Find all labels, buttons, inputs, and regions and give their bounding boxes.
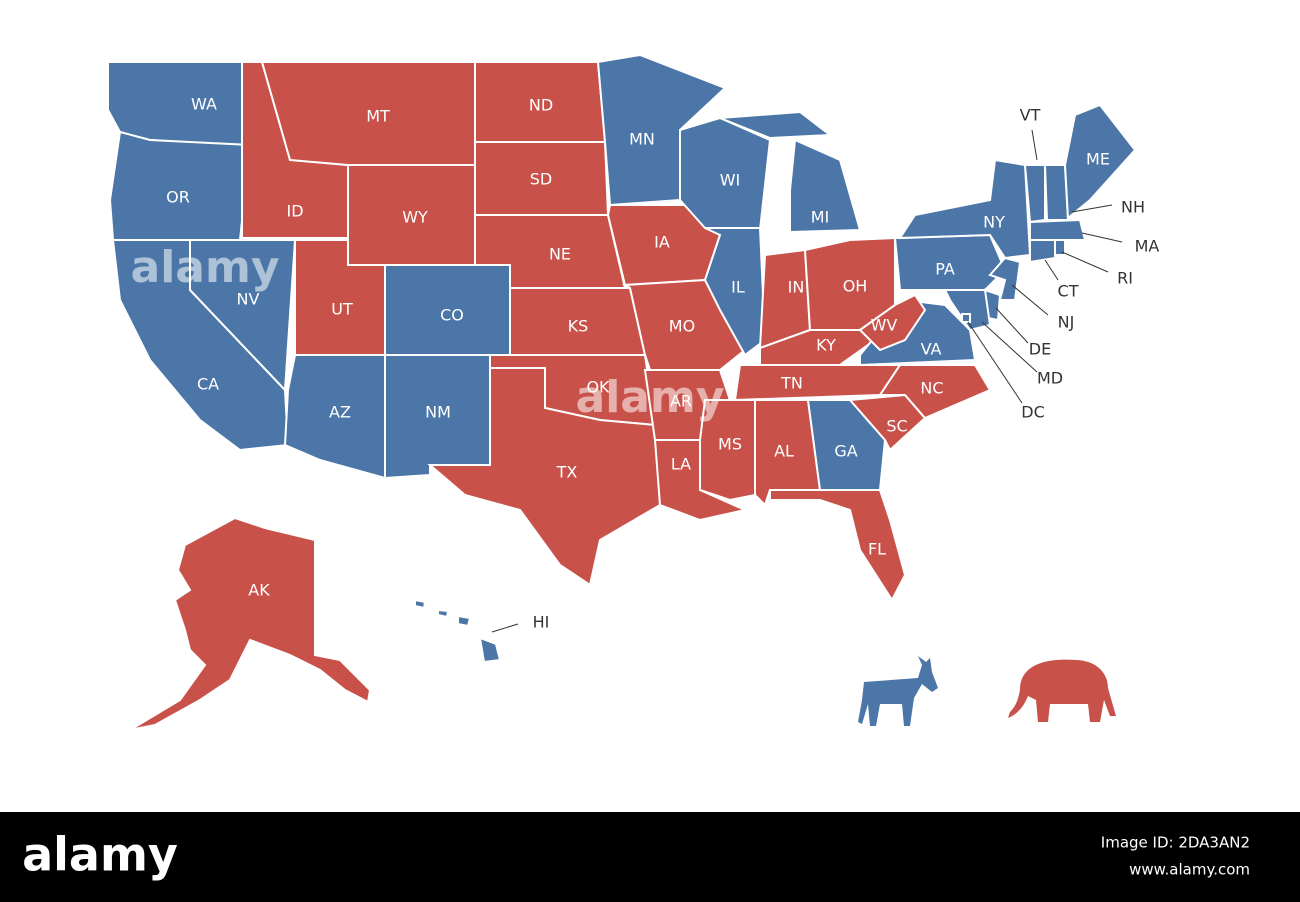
state-shape xyxy=(1063,103,1137,221)
state-shape xyxy=(1023,164,1046,224)
state-label: IN xyxy=(788,278,805,297)
state-label: CO xyxy=(440,306,464,325)
leader-line xyxy=(1071,204,1113,213)
state-label: UT xyxy=(331,300,353,319)
state-label: HI xyxy=(533,613,550,632)
state-shape xyxy=(437,608,450,619)
state-label: AK xyxy=(248,581,270,600)
state-label: AL xyxy=(774,442,794,461)
state-label: DE xyxy=(1029,340,1051,359)
state-label: NV xyxy=(237,290,260,309)
state-label: VA xyxy=(921,340,942,359)
leader-line xyxy=(1081,232,1123,243)
state-label: LA xyxy=(671,455,691,474)
state-shape xyxy=(414,598,427,610)
state-shape xyxy=(129,516,372,731)
state-label: OR xyxy=(166,188,190,207)
state-label: OK xyxy=(586,378,610,397)
state-label: AZ xyxy=(329,403,351,422)
state-label: MI xyxy=(811,208,830,227)
state-label: NH xyxy=(1121,198,1145,217)
state-shape xyxy=(961,313,971,323)
leader-line xyxy=(1044,259,1059,281)
state-label: SD xyxy=(530,170,552,189)
state-label: MD xyxy=(1037,369,1063,388)
state-label: OH xyxy=(843,277,868,296)
state-label: RI xyxy=(1117,269,1133,288)
state-label: TX xyxy=(556,463,578,482)
labels: WA OR CA NV ID MT WY UT CO AZ NM ND SD NE KS OK TX MN IA MO… xyxy=(131,95,1160,633)
state-label: IL xyxy=(731,278,745,297)
state-label: NC xyxy=(920,379,943,398)
state-label: NM xyxy=(425,403,451,422)
leader-line xyxy=(1061,251,1109,273)
leader-line xyxy=(1011,284,1049,316)
state-label: ND xyxy=(529,96,553,115)
leader-line xyxy=(967,321,1023,404)
state-label: WY xyxy=(402,208,428,227)
state-shape xyxy=(427,367,662,587)
state-shape xyxy=(806,399,887,491)
state-label: SC xyxy=(886,417,907,436)
state-shape xyxy=(943,289,992,332)
leader-line xyxy=(981,321,1038,373)
state-label: FL xyxy=(868,540,886,559)
state-shape xyxy=(1029,218,1087,241)
state-shape xyxy=(107,61,243,147)
leader-line xyxy=(995,307,1029,344)
footer-image-id: Image ID: 2DA3AN2 xyxy=(1101,834,1250,852)
state-label: GA xyxy=(834,442,857,461)
state-label: ME xyxy=(1086,150,1110,169)
state-label: ID xyxy=(286,202,303,221)
footer-bar xyxy=(0,812,1300,902)
state-shape xyxy=(478,636,502,664)
elephant-icon xyxy=(1008,659,1116,722)
watermark: alamy xyxy=(131,242,280,293)
state-shape xyxy=(1029,239,1056,264)
state-label: TN xyxy=(780,374,803,393)
state-label: KS xyxy=(568,317,589,336)
state-shape xyxy=(457,614,472,628)
state-label: MN xyxy=(629,130,655,149)
state-label: WV xyxy=(871,316,898,335)
state-shape xyxy=(1054,239,1066,256)
state-label: IA xyxy=(654,233,670,252)
state-label: NY xyxy=(983,213,1005,232)
watermark: alamy xyxy=(576,372,725,423)
state-label: MA xyxy=(1135,237,1160,256)
state-label: DC xyxy=(1021,403,1045,422)
state-shape xyxy=(733,364,902,402)
state-shape xyxy=(189,239,297,393)
state-shape xyxy=(789,138,862,234)
leader-line xyxy=(491,623,519,633)
state-shape xyxy=(769,489,907,602)
donkey-icon xyxy=(858,656,938,726)
state-label: CA xyxy=(197,375,219,394)
footer-url: www.alamy.com xyxy=(1129,861,1250,879)
state-label: PA xyxy=(935,260,955,279)
state-shape xyxy=(858,293,927,352)
state-label: NJ xyxy=(1058,313,1075,332)
map xyxy=(107,53,1137,731)
state-label: MO xyxy=(669,317,695,336)
state-label: MS xyxy=(718,435,742,454)
state-shape xyxy=(719,110,833,140)
state-shape xyxy=(703,227,767,357)
leader-line xyxy=(1031,129,1038,161)
state-label: VT xyxy=(1020,106,1041,125)
state-label: WI xyxy=(720,171,741,190)
state-shape xyxy=(878,364,992,420)
state-label: CT xyxy=(1058,282,1079,301)
state-label: AR xyxy=(670,392,692,411)
state-label: WA xyxy=(191,95,217,114)
footer-brand: alamy xyxy=(22,828,178,882)
state-label: NE xyxy=(549,245,571,264)
state-label: MT xyxy=(366,107,390,126)
state-shape xyxy=(108,130,252,241)
state-label: KY xyxy=(816,336,836,355)
